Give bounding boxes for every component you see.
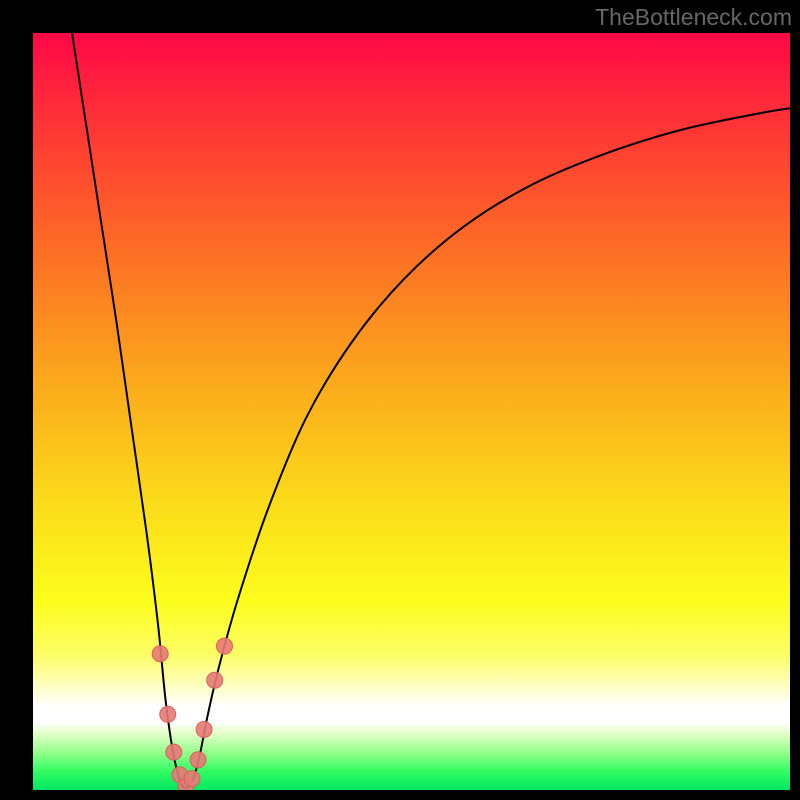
chart-svg: [33, 33, 790, 790]
watermark-text: TheBottleneck.com: [595, 4, 792, 31]
marker-point: [184, 771, 200, 787]
marker-point: [160, 706, 176, 722]
marker-point: [207, 672, 223, 688]
plot-area: [33, 33, 790, 790]
marker-point: [152, 646, 168, 662]
v-curve-line: [71, 33, 790, 788]
chart-container: TheBottleneck.com: [0, 0, 800, 800]
marker-point: [190, 752, 206, 768]
marker-point: [217, 638, 233, 654]
marker-point: [166, 744, 182, 760]
marker-point: [196, 721, 212, 737]
